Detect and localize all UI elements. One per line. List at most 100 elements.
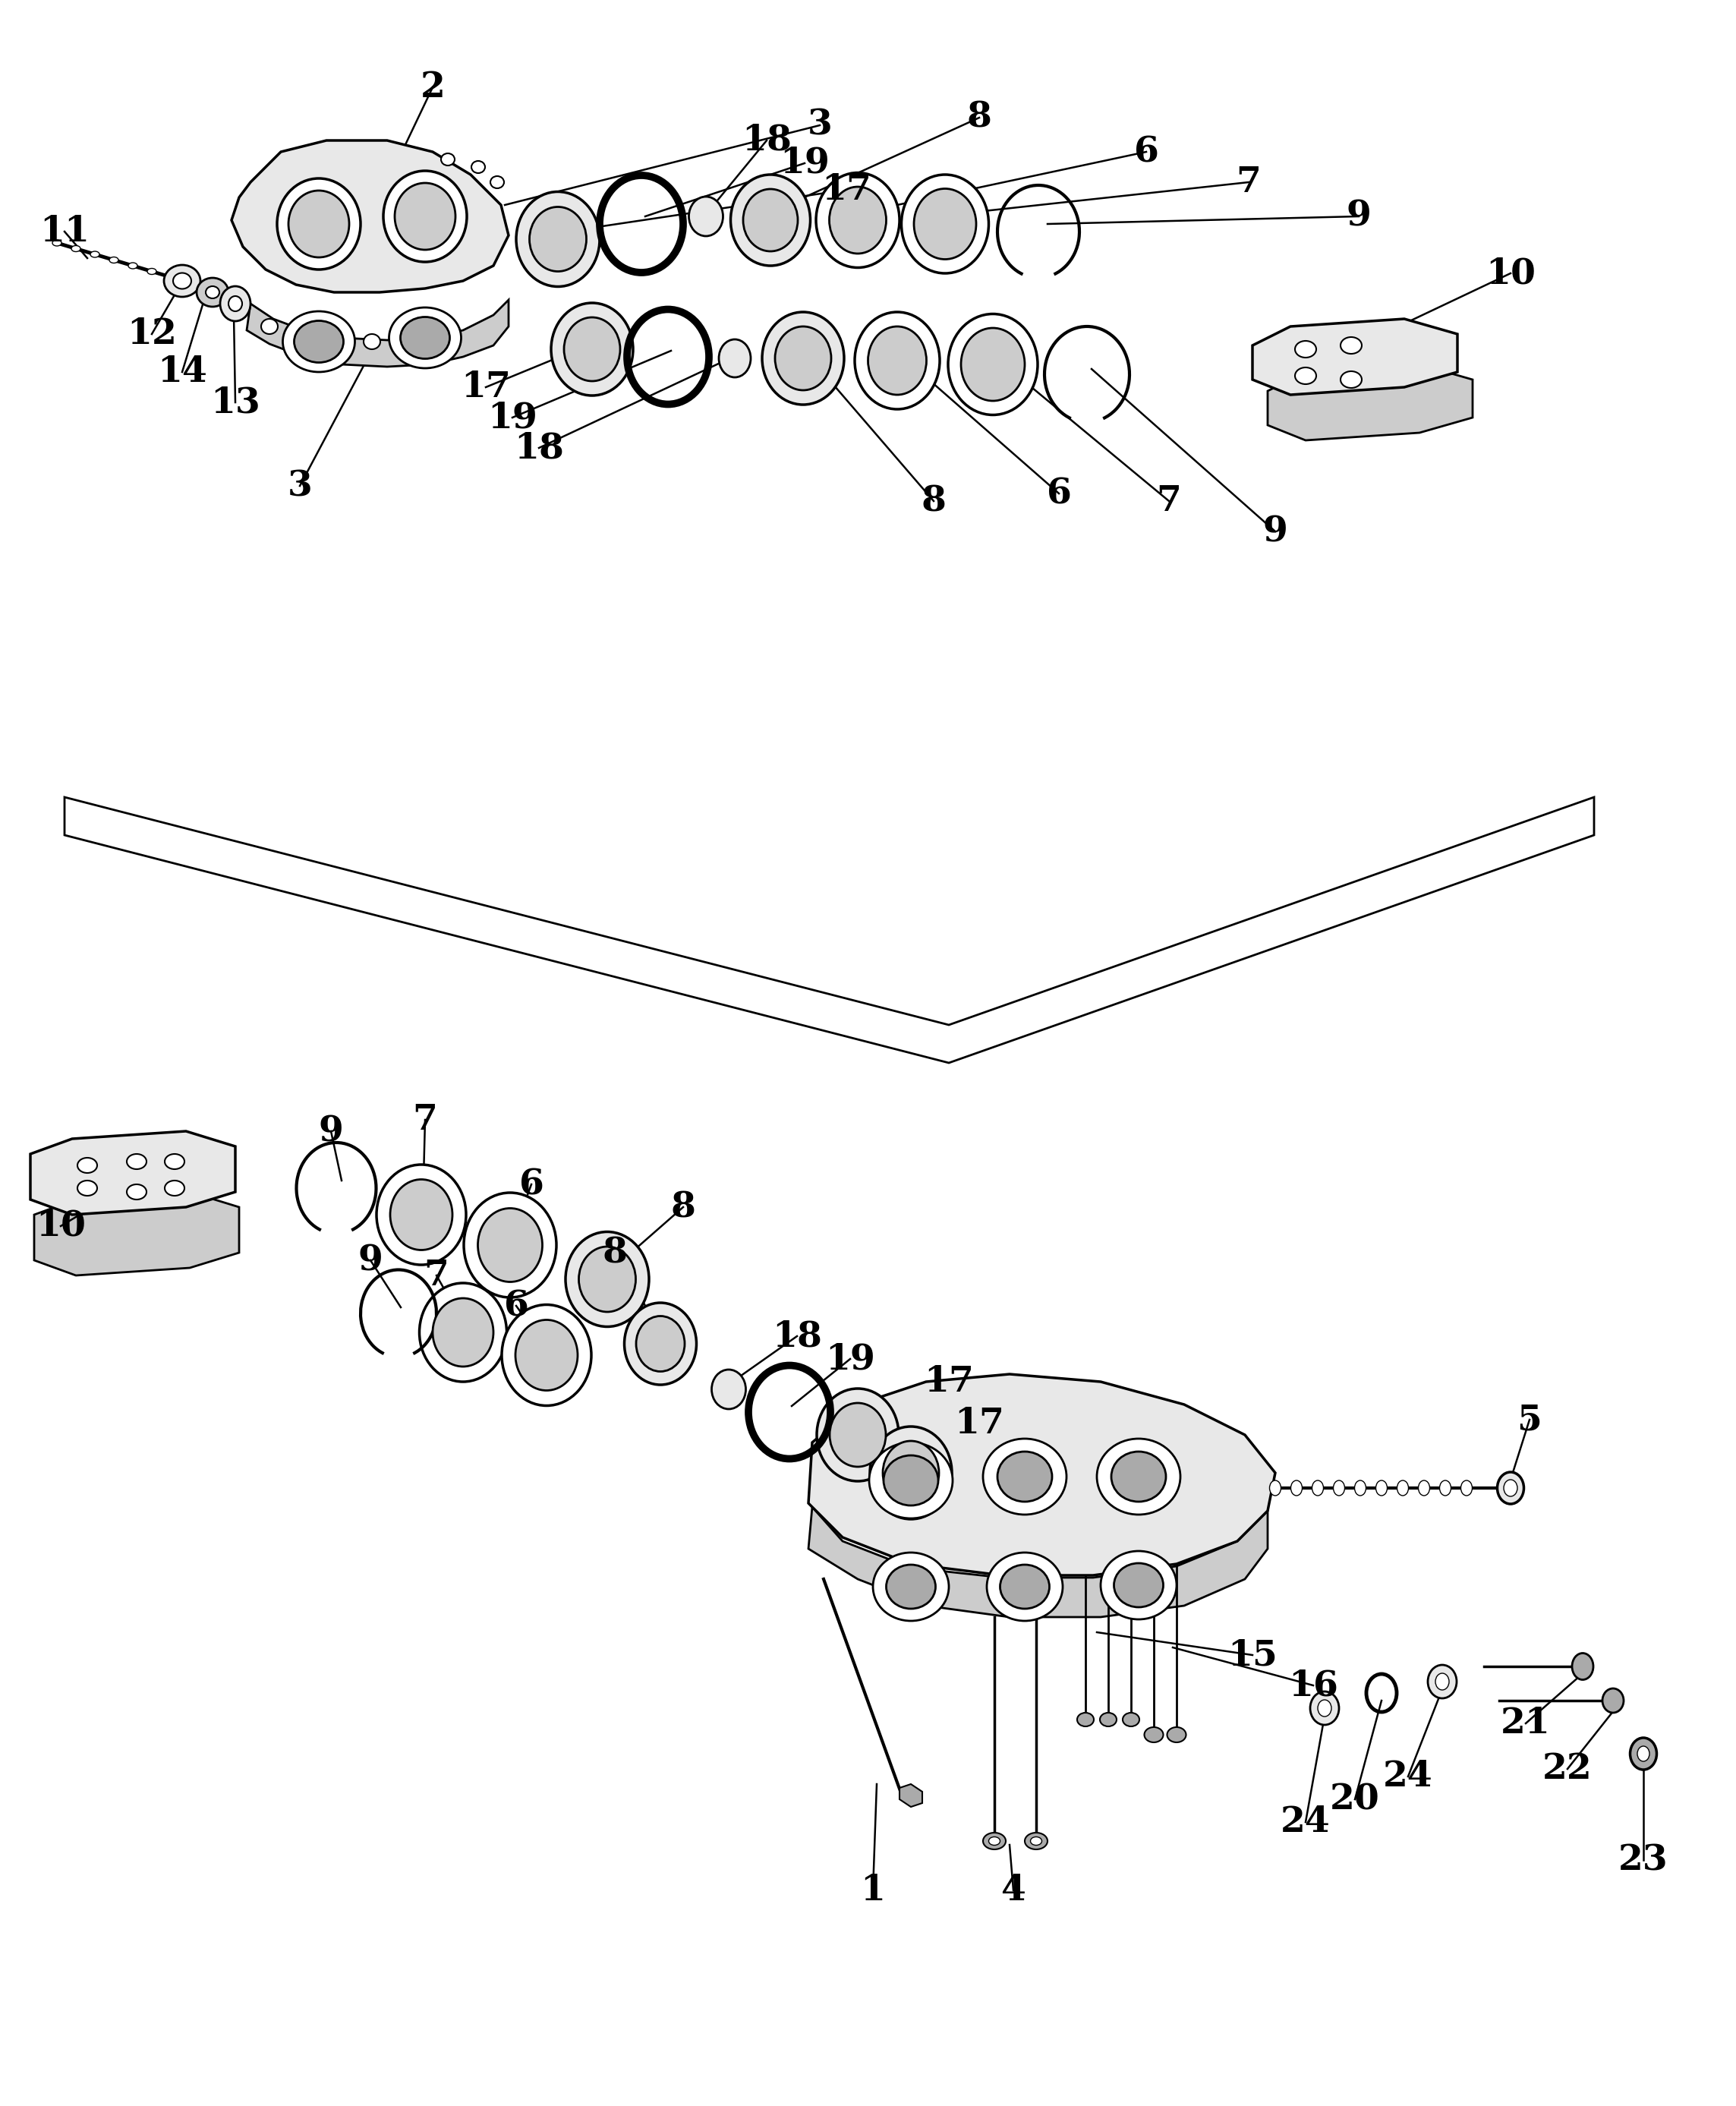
Ellipse shape <box>885 1565 936 1609</box>
Ellipse shape <box>1340 337 1361 354</box>
Text: 7: 7 <box>1236 164 1260 200</box>
Text: 8: 8 <box>967 101 991 135</box>
Ellipse shape <box>1630 1737 1656 1769</box>
Ellipse shape <box>854 312 939 409</box>
Ellipse shape <box>186 280 194 286</box>
Ellipse shape <box>78 1158 97 1173</box>
Ellipse shape <box>816 173 899 267</box>
Ellipse shape <box>1292 1481 1302 1495</box>
Ellipse shape <box>288 190 349 257</box>
Ellipse shape <box>983 1832 1005 1849</box>
Text: 18: 18 <box>514 430 564 465</box>
Text: 16: 16 <box>1288 1668 1338 1704</box>
Ellipse shape <box>1397 1481 1408 1495</box>
Text: 8: 8 <box>922 484 946 518</box>
Ellipse shape <box>516 1320 578 1390</box>
Ellipse shape <box>1439 1481 1451 1495</box>
Ellipse shape <box>52 240 61 246</box>
Text: 9: 9 <box>358 1243 384 1278</box>
Ellipse shape <box>174 274 191 289</box>
Ellipse shape <box>550 303 634 396</box>
Ellipse shape <box>1101 1550 1177 1620</box>
Ellipse shape <box>196 278 229 307</box>
Ellipse shape <box>830 187 885 253</box>
Text: 24: 24 <box>1384 1759 1432 1794</box>
Ellipse shape <box>109 257 118 263</box>
Ellipse shape <box>1123 1712 1139 1727</box>
Text: 6: 6 <box>1047 476 1071 512</box>
Ellipse shape <box>71 246 80 253</box>
Ellipse shape <box>884 1441 939 1504</box>
Ellipse shape <box>293 320 344 362</box>
Ellipse shape <box>774 326 832 390</box>
Ellipse shape <box>1115 1563 1163 1607</box>
Ellipse shape <box>1295 366 1316 383</box>
Ellipse shape <box>870 1426 951 1518</box>
Ellipse shape <box>529 206 587 272</box>
Ellipse shape <box>363 335 380 350</box>
Ellipse shape <box>90 251 99 257</box>
Ellipse shape <box>625 1304 696 1386</box>
Ellipse shape <box>220 286 250 320</box>
Text: 2: 2 <box>420 69 444 105</box>
Text: 1: 1 <box>861 1872 885 1908</box>
Ellipse shape <box>1101 1712 1116 1727</box>
Ellipse shape <box>283 312 354 373</box>
Text: 4: 4 <box>1002 1872 1026 1908</box>
Text: 12: 12 <box>127 316 177 352</box>
Ellipse shape <box>229 297 241 312</box>
Ellipse shape <box>635 1316 684 1371</box>
Ellipse shape <box>1000 1565 1050 1609</box>
Ellipse shape <box>165 1181 184 1196</box>
Polygon shape <box>231 141 509 293</box>
Ellipse shape <box>490 177 503 187</box>
Text: 19: 19 <box>488 400 538 436</box>
Text: 17: 17 <box>955 1407 1003 1441</box>
Text: 10: 10 <box>1486 255 1536 291</box>
Text: 6: 6 <box>1134 135 1158 168</box>
Text: 7: 7 <box>1156 484 1182 518</box>
Ellipse shape <box>502 1306 592 1405</box>
Ellipse shape <box>1167 1727 1186 1742</box>
Ellipse shape <box>1312 1481 1323 1495</box>
Ellipse shape <box>1295 341 1316 358</box>
Ellipse shape <box>472 160 484 173</box>
Polygon shape <box>30 1131 236 1215</box>
Ellipse shape <box>1436 1674 1450 1689</box>
Ellipse shape <box>167 274 175 280</box>
Text: 10: 10 <box>36 1209 85 1243</box>
Text: 18: 18 <box>741 122 792 158</box>
Text: 9: 9 <box>1345 198 1371 234</box>
Ellipse shape <box>1333 1481 1345 1495</box>
Ellipse shape <box>128 263 137 270</box>
Text: 7: 7 <box>424 1257 450 1293</box>
Ellipse shape <box>962 329 1024 400</box>
Text: 6: 6 <box>503 1289 529 1323</box>
Ellipse shape <box>1269 1481 1281 1495</box>
Ellipse shape <box>1097 1438 1180 1514</box>
Text: 3: 3 <box>288 468 312 503</box>
Ellipse shape <box>441 154 455 166</box>
Text: 3: 3 <box>807 107 832 143</box>
Ellipse shape <box>205 286 219 299</box>
Ellipse shape <box>1144 1727 1163 1742</box>
Ellipse shape <box>830 1403 885 1466</box>
Ellipse shape <box>1503 1481 1517 1497</box>
Ellipse shape <box>278 179 361 270</box>
Ellipse shape <box>384 171 467 261</box>
Ellipse shape <box>564 318 620 381</box>
Ellipse shape <box>983 1438 1066 1514</box>
Text: 23: 23 <box>1618 1843 1668 1876</box>
Text: 8: 8 <box>670 1190 696 1224</box>
Ellipse shape <box>762 312 844 404</box>
Text: 17: 17 <box>821 173 871 206</box>
Ellipse shape <box>1496 1472 1524 1504</box>
Ellipse shape <box>712 1369 746 1409</box>
Ellipse shape <box>78 1181 97 1196</box>
Text: 9: 9 <box>1262 514 1288 550</box>
Text: 19: 19 <box>825 1342 875 1377</box>
Ellipse shape <box>1340 371 1361 388</box>
Ellipse shape <box>948 314 1038 415</box>
Text: 8: 8 <box>602 1236 627 1270</box>
Text: 7: 7 <box>413 1101 437 1137</box>
